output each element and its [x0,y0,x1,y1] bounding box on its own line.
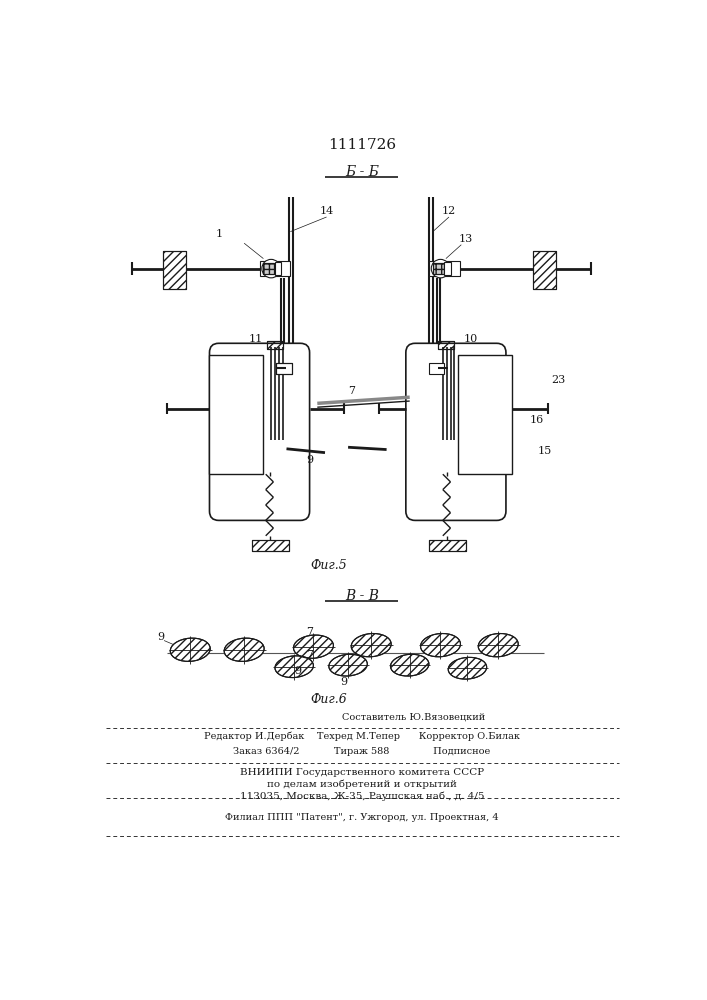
Bar [267,341,283,349]
Bar [252,540,288,551]
Text: 7: 7 [349,386,356,396]
Bar [533,251,556,289]
Bar [163,251,187,289]
Text: 14: 14 [320,206,334,216]
Text: Фиг.6: Фиг.6 [310,693,347,706]
Bar [209,355,264,474]
Bar [533,251,556,289]
Text: 7: 7 [306,650,313,660]
Text: 9: 9 [341,677,348,687]
Circle shape [262,259,281,278]
Bar [458,355,512,474]
Bar [275,262,281,275]
Bar [429,363,444,374]
Bar [276,363,292,374]
Text: Б - Б: Б - Б [345,165,379,179]
Bar [429,540,466,551]
Ellipse shape [329,654,368,676]
Bar [264,263,274,274]
Text: 11: 11 [249,334,263,344]
Ellipse shape [421,634,460,657]
Bar [429,540,466,551]
Text: 1111726: 1111726 [328,138,396,152]
Text: 9: 9 [295,666,302,676]
Text: 10: 10 [463,334,478,344]
Bar [438,341,454,349]
Bar [444,262,450,275]
Ellipse shape [351,634,391,657]
Bar [252,540,288,551]
Text: Филиал ППП "Патент", г. Ужгород, ул. Проектная, 4: Филиал ППП "Патент", г. Ужгород, ул. Про… [225,813,498,822]
Text: 9: 9 [158,632,165,642]
Text: 1: 1 [216,229,223,239]
Text: 23: 23 [551,375,566,385]
Text: 12: 12 [442,206,456,216]
Text: ВНИИПИ Государственного комитета СССР: ВНИИПИ Государственного комитета СССР [240,768,484,777]
Bar [429,261,460,276]
Text: 16: 16 [530,415,544,425]
Ellipse shape [390,654,429,676]
Text: по делам изобретений и открытий: по делам изобретений и открытий [267,780,457,789]
Bar [163,251,187,289]
Text: Составитель Ю.Вязовецкий: Составитель Ю.Вязовецкий [342,712,485,721]
Bar [267,341,283,349]
FancyBboxPatch shape [209,343,310,520]
Bar [433,263,443,274]
Bar [438,341,454,349]
Ellipse shape [293,635,334,658]
Text: Заказ 6364/2           Тираж 588              Подписное: Заказ 6364/2 Тираж 588 Подписное [233,747,491,756]
Text: 15: 15 [537,446,551,456]
Text: 13: 13 [459,234,473,244]
Bar [433,263,443,274]
Ellipse shape [275,656,313,678]
Text: 113035, Москва, Ж-35, Раушская наб., д. 4/5: 113035, Москва, Ж-35, Раушская наб., д. … [240,791,484,801]
Text: Фиг.5: Фиг.5 [310,559,347,572]
Text: В - В: В - В [345,589,379,603]
Bar [264,263,274,274]
FancyBboxPatch shape [406,343,506,520]
Ellipse shape [448,657,486,679]
Ellipse shape [224,638,264,661]
Circle shape [431,259,450,278]
Ellipse shape [170,638,210,661]
Text: Редактор И.Дербак    Техред М.Тепер      Корректор О.Билак: Редактор И.Дербак Техред М.Тепер Коррект… [204,731,520,741]
Text: 7: 7 [306,627,313,637]
Bar [259,261,291,276]
Text: 9: 9 [306,455,313,465]
Bar [276,363,292,374]
Ellipse shape [478,634,518,657]
